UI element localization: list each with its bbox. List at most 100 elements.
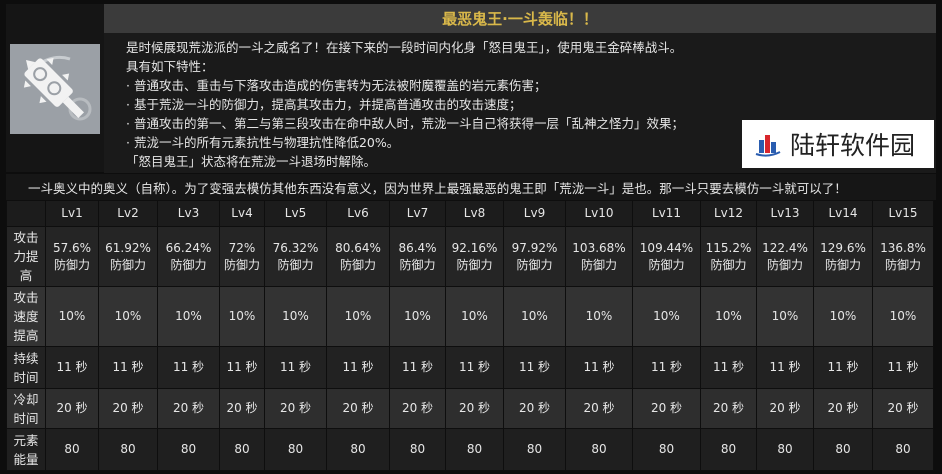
description-line: · 普通攻击、重击与下落攻击造成的伤害转为无法被附魔覆盖的岩元素伤害； xyxy=(126,78,547,93)
flavor-quote: 一斗奥义中的奥义（自称）。为了变强去模仿其他东西没有意义，因为世界上最强最恶的鬼… xyxy=(6,174,936,200)
value-cell: 10% xyxy=(565,286,633,347)
table-row: 攻击速度提高 10% 10% 10% 10% 10% 10% 10% 10% 10% 10% 10% 1… xyxy=(6,286,934,347)
value-cell: 97.92% 防御力 xyxy=(503,226,566,287)
value-cell: 20 秒 xyxy=(632,388,701,429)
value-cell: 80 xyxy=(872,428,934,471)
skill-level-table: Lv1 Lv2 Lv3 Lv4 Lv5 Lv6 Lv7 Lv8 Lv9 Lv10 Lv11 Lv12 L… xyxy=(6,200,934,471)
value-cell: 76.32% 防御力 xyxy=(264,226,327,287)
value-cell: 10% xyxy=(157,286,220,347)
value-cell: 11 秒 xyxy=(503,346,566,389)
value-cell: 10% xyxy=(813,286,873,347)
description-line: 是时候展现荒泷派的一斗之威名了！在接下来的一段时间内化身「怒目鬼王」，使用鬼王金… xyxy=(126,40,683,55)
value-cell: 10% xyxy=(445,286,504,347)
value-cell: 11 秒 xyxy=(264,346,327,389)
value-cell: 20 秒 xyxy=(503,388,566,429)
value-cell: 10% xyxy=(503,286,566,347)
value-cell: 80.64% 防御力 xyxy=(326,226,390,287)
value-cell: 20 秒 xyxy=(389,388,446,429)
level-header: Lv6 xyxy=(326,200,390,227)
value-cell: 109.44% 防御力 xyxy=(632,226,701,287)
value-cell: 80 xyxy=(503,428,566,471)
value-cell: 11 秒 xyxy=(756,346,814,389)
row-label: 攻击速度提高 xyxy=(6,286,46,347)
level-header: Lv1 xyxy=(45,200,99,227)
level-header: Lv8 xyxy=(445,200,504,227)
value-cell: 122.4% 防御力 xyxy=(756,226,814,287)
row-label: 持续时间 xyxy=(6,346,46,389)
value-cell: 80 xyxy=(389,428,446,471)
value-cell: 11 秒 xyxy=(872,346,934,389)
value-cell: 61.92% 防御力 xyxy=(98,226,158,287)
table-row: 持续时间 11 秒 11 秒 11 秒 11 秒 11 秒 11 秒 11 秒 11 秒 11 秒… xyxy=(6,346,934,389)
value-cell: 20 秒 xyxy=(326,388,390,429)
value-cell: 11 秒 xyxy=(700,346,757,389)
value-cell: 11 秒 xyxy=(98,346,158,389)
value-cell: 57.6% 防御力 xyxy=(45,226,99,287)
value-cell: 80 xyxy=(45,428,99,471)
value-cell: 11 秒 xyxy=(632,346,701,389)
description-line: · 荒泷一斗的所有元素抗性与物理抗性降低20%。 xyxy=(126,135,400,150)
level-header: Lv4 xyxy=(219,200,265,227)
value-cell: 80 xyxy=(632,428,701,471)
value-cell: 20 秒 xyxy=(813,388,873,429)
value-cell: 11 秒 xyxy=(813,346,873,389)
value-cell: 80 xyxy=(98,428,158,471)
level-header: Lv2 xyxy=(98,200,158,227)
value-cell: 80 xyxy=(565,428,633,471)
value-cell: 10% xyxy=(264,286,327,347)
value-cell: 103.68% 防御力 xyxy=(565,226,633,287)
skill-title: 最恶鬼王·一斗轰临！！ xyxy=(104,4,936,33)
value-cell: 136.8% 防御力 xyxy=(872,226,934,287)
description-line: 「怒目鬼王」状态将在荒泷一斗退场时解除。 xyxy=(126,154,377,169)
value-cell: 20 秒 xyxy=(872,388,934,429)
value-cell: 11 秒 xyxy=(157,346,220,389)
value-cell: 10% xyxy=(632,286,701,347)
watermark: 陆轩软件园 xyxy=(742,120,934,168)
value-cell: 20 秒 xyxy=(264,388,327,429)
row-label: 冷却时间 xyxy=(6,388,46,429)
value-cell: 11 秒 xyxy=(326,346,390,389)
skill-description: 是时候展现荒泷派的一斗之威名了！在接下来的一段时间内化身「怒目鬼王」，使用鬼王金… xyxy=(104,33,936,173)
watermark-logo-icon xyxy=(755,135,781,157)
value-cell: 10% xyxy=(45,286,99,347)
value-cell: 80 xyxy=(157,428,220,471)
value-cell: 11 秒 xyxy=(45,346,99,389)
level-header: Lv7 xyxy=(389,200,446,227)
value-cell: 11 秒 xyxy=(389,346,446,389)
value-cell: 115.2% 防御力 xyxy=(700,226,757,287)
value-cell: 20 秒 xyxy=(157,388,220,429)
value-cell: 10% xyxy=(872,286,934,347)
level-header: Lv3 xyxy=(157,200,220,227)
row-label: 元素能量 xyxy=(6,428,46,471)
description-line: · 基于荒泷一斗的防御力，提高其攻击力，并提高普通攻击的攻击速度； xyxy=(126,97,522,112)
level-header: Lv12 xyxy=(700,200,757,227)
value-cell: 129.6% 防御力 xyxy=(813,226,873,287)
level-header: Lv5 xyxy=(264,200,327,227)
value-cell: 20 秒 xyxy=(445,388,504,429)
value-cell: 11 秒 xyxy=(565,346,633,389)
value-cell: 20 秒 xyxy=(219,388,265,429)
value-cell: 11 秒 xyxy=(445,346,504,389)
value-cell: 11 秒 xyxy=(219,346,265,389)
value-cell: 86.4% 防御力 xyxy=(389,226,446,287)
value-cell: 20 秒 xyxy=(45,388,99,429)
value-cell: 80 xyxy=(264,428,327,471)
value-cell: 20 秒 xyxy=(98,388,158,429)
value-cell: 20 秒 xyxy=(565,388,633,429)
value-cell: 10% xyxy=(326,286,390,347)
table-row: 攻击力提高 57.6% 防御力 61.92% 防御力 66.24% 防御力 72% 防御… xyxy=(6,226,934,287)
level-header: Lv14 xyxy=(813,200,873,227)
value-cell: 66.24% 防御力 xyxy=(157,226,220,287)
value-cell: 20 秒 xyxy=(756,388,814,429)
value-cell: 80 xyxy=(326,428,390,471)
value-cell: 92.16% 防御力 xyxy=(445,226,504,287)
value-cell: 10% xyxy=(700,286,757,347)
value-cell: 72% 防御力 xyxy=(219,226,265,287)
value-cell: 10% xyxy=(756,286,814,347)
table-row: 冷却时间 20 秒 20 秒 20 秒 20 秒 20 秒 20 秒 20 秒 20 秒 20 秒… xyxy=(6,388,934,429)
value-cell: 10% xyxy=(219,286,265,347)
watermark-text: 陆轩软件园 xyxy=(790,131,916,160)
value-cell: 10% xyxy=(389,286,446,347)
level-header: Lv10 xyxy=(565,200,633,227)
value-cell: 20 秒 xyxy=(700,388,757,429)
